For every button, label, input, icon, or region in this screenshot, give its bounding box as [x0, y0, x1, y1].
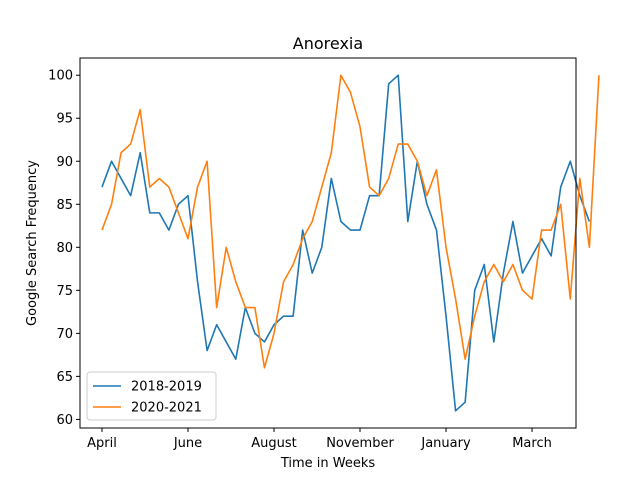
y-tick-label: 90 [56, 155, 73, 170]
y-tick-label: 85 [56, 198, 73, 213]
legend-box [86, 371, 217, 421]
x-tick-label: March [512, 436, 552, 451]
x-tick-label: August [251, 436, 297, 451]
legend: 2018-2019 2020-2021 [86, 371, 217, 421]
x-tick-label: June [173, 436, 202, 451]
y-tick-label: 95 [56, 112, 73, 127]
x-axis: April June August November January March [87, 428, 552, 451]
chart-title: Anorexia [293, 34, 363, 53]
plot-frame [79, 57, 577, 429]
y-tick-label: 65 [56, 370, 73, 385]
x-tick-label: January [420, 436, 471, 451]
y-tick-label: 60 [56, 413, 73, 428]
y-tick-label: 75 [56, 284, 73, 299]
x-tick-label: April [87, 436, 117, 451]
y-tick-label: 80 [56, 241, 73, 256]
legend-label-2: 2020-2021 [131, 401, 202, 416]
x-tick-label: November [326, 436, 394, 451]
y-tick-label: 100 [48, 69, 73, 84]
y-axis: 60 65 70 75 80 85 90 95 100 [48, 69, 80, 428]
y-tick-label: 70 [56, 327, 73, 342]
x-axis-label: Time in Weeks [280, 456, 376, 471]
y-axis-label: Google Search Frequency [25, 160, 40, 326]
series-line-2 [101, 74, 600, 369]
series-layer [101, 74, 600, 412]
legend-label-1: 2018-2019 [131, 380, 202, 395]
series-line-1 [101, 74, 591, 412]
